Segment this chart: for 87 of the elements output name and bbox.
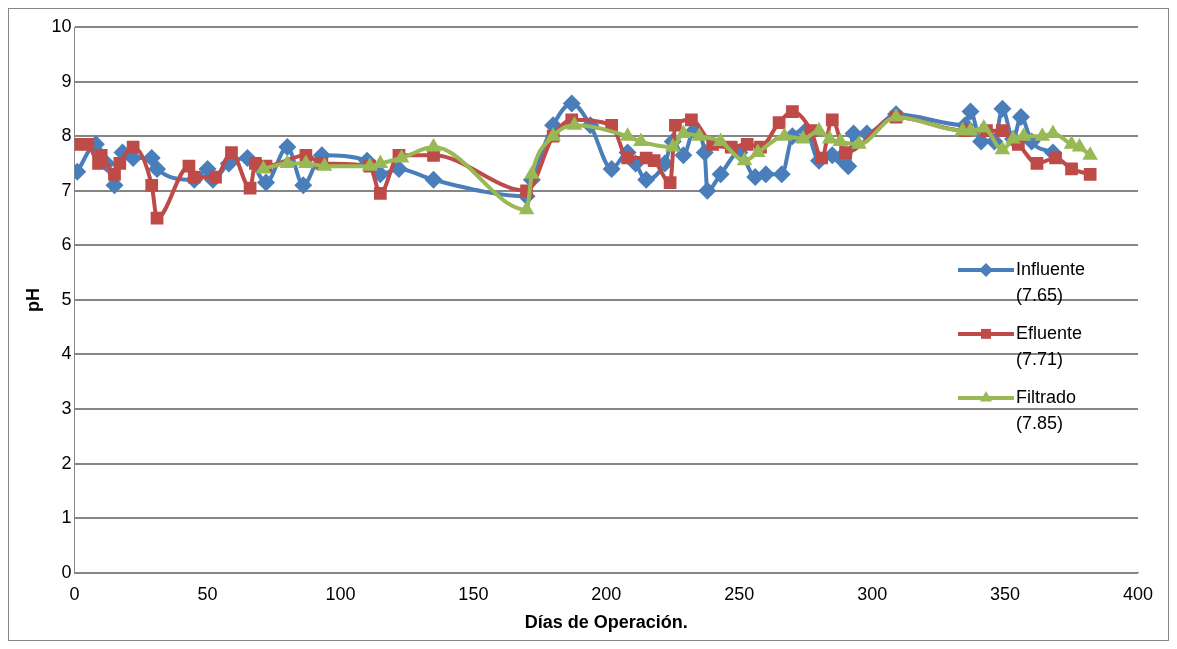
point (832, 132, 849, 147)
point (1083, 168, 1097, 181)
point (278, 138, 297, 157)
legend-label: Filtrado (7.85) (1016, 386, 1077, 433)
point (674, 146, 693, 165)
point (316, 157, 333, 171)
point (664, 138, 681, 152)
point (750, 143, 766, 158)
y-tick-label: 7 (61, 179, 72, 200)
point (736, 151, 753, 166)
point (1034, 127, 1051, 141)
point (1082, 146, 1098, 160)
point (663, 176, 677, 189)
point (148, 159, 167, 178)
x-tick-label: 250 (724, 583, 755, 604)
point (566, 116, 583, 130)
y-tick-label: 9 (61, 70, 72, 91)
point (772, 165, 791, 184)
point (108, 168, 121, 181)
point (1030, 157, 1044, 170)
point (294, 176, 313, 195)
y-tick-label: 0 (61, 561, 72, 582)
point (740, 137, 754, 151)
point (962, 121, 979, 136)
point (811, 121, 827, 136)
point (685, 113, 698, 127)
point (424, 170, 443, 189)
point (562, 94, 581, 113)
x-tick-label: 100 (325, 583, 356, 604)
point (996, 124, 1009, 138)
x-tick-label: 350 (990, 583, 1021, 604)
point (637, 170, 656, 189)
point (94, 148, 108, 162)
point (1071, 138, 1088, 152)
point (81, 137, 95, 151)
legend-label: Efluente (7.71) (1016, 322, 1083, 369)
y-axis-title: pH (22, 287, 43, 312)
y-tick-label: 6 (61, 234, 72, 255)
y-tick-label: 3 (61, 398, 72, 419)
x-tick-label: 300 (857, 583, 888, 604)
point (113, 157, 127, 170)
point (425, 138, 442, 152)
y-tick-label: 8 (61, 125, 72, 146)
point (776, 127, 793, 141)
point (1012, 108, 1031, 127)
point (712, 132, 729, 147)
point (145, 178, 159, 192)
point (621, 151, 634, 165)
legend-label: Influente (7.65) (1016, 258, 1086, 305)
point (187, 170, 201, 184)
point (795, 129, 811, 144)
point (815, 151, 829, 165)
point (373, 187, 387, 200)
y-tick-label: 2 (61, 452, 72, 473)
point (1065, 162, 1078, 176)
point (786, 105, 799, 118)
x-tick-label: 150 (458, 583, 489, 604)
point (825, 113, 839, 127)
point (851, 135, 867, 149)
point (691, 127, 708, 141)
point (961, 102, 980, 121)
point (1049, 151, 1062, 165)
point (633, 132, 649, 147)
x-tick-label: 200 (591, 583, 622, 604)
point (839, 157, 858, 176)
point (698, 181, 717, 200)
point (994, 140, 1011, 155)
x-tick-label: 50 (197, 583, 218, 604)
point (619, 127, 636, 141)
y-tick-label: 5 (61, 288, 72, 309)
point (839, 146, 852, 159)
y-tick-label: 1 (61, 507, 72, 528)
y-tick-label: 10 (51, 15, 72, 36)
point (669, 118, 682, 132)
point (647, 154, 661, 168)
point (225, 146, 238, 159)
y-tick-label: 4 (61, 343, 72, 364)
point (209, 170, 222, 184)
point (675, 124, 692, 138)
point (993, 99, 1012, 118)
x-axis-title: Días de Operación. (524, 612, 688, 633)
point (711, 165, 730, 184)
point (772, 116, 786, 129)
point (976, 118, 992, 133)
point (257, 173, 276, 192)
x-tick-label: 400 (1122, 583, 1154, 604)
point (602, 159, 621, 178)
